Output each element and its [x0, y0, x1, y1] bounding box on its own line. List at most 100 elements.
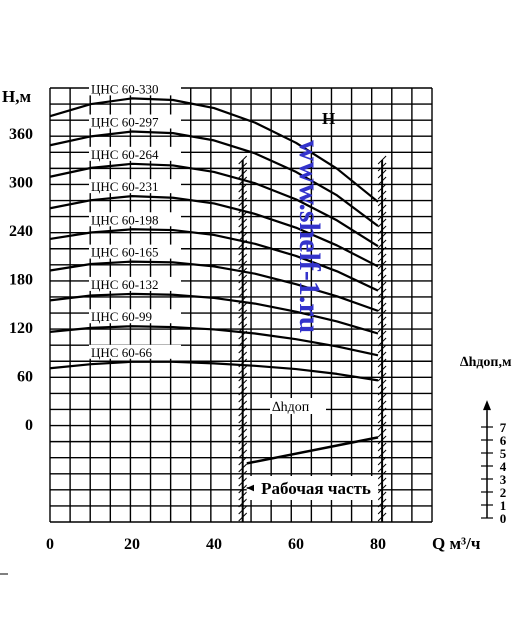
- working-zone-text-bg: [254, 478, 378, 498]
- curve-label: ЦНС 60-264: [91, 147, 159, 162]
- hatch-mark: [377, 246, 387, 256]
- curve-label-bg: [89, 114, 181, 129]
- head-curve-ЦНС-60-165: [49, 260, 379, 312]
- hatch-mark: [377, 442, 387, 452]
- head-curve-ЦНС-60-264: [49, 162, 379, 248]
- hatch-mark: [377, 400, 387, 410]
- hatch-mark: [377, 190, 387, 200]
- npsh-tick-label: 6: [500, 433, 507, 448]
- hatch-mark: [377, 204, 387, 214]
- hatch-mark: [377, 197, 387, 207]
- hatch-mark: [238, 169, 248, 179]
- hatch-mark: [238, 456, 248, 466]
- curve-label-bg: [89, 179, 181, 194]
- hatch-mark: [377, 162, 387, 172]
- hatch-mark: [238, 253, 248, 263]
- hatch-mark: [377, 470, 387, 480]
- hatch-mark: [377, 176, 387, 186]
- hatch-mark: [238, 365, 248, 375]
- curve-label-bg: [89, 344, 181, 359]
- hatch-mark: [238, 393, 248, 403]
- hatch-mark: [238, 435, 248, 445]
- npsh-label-bg: [270, 398, 326, 414]
- hatch-mark: [238, 225, 248, 235]
- head-curve-ЦНС-60-198: [49, 228, 379, 292]
- x-tick-label: 80: [370, 536, 386, 553]
- head-curve-ЦНС-60-66: [49, 360, 379, 382]
- curve-label: ЦНС 60-66: [91, 345, 153, 360]
- npsh-tick-label: 2: [500, 485, 507, 500]
- hatch-mark: [238, 477, 248, 487]
- hatch-mark: [238, 400, 248, 410]
- hatch-mark: [377, 393, 387, 403]
- curve-label-bg: [89, 146, 181, 161]
- curve-labels: ЦНС 60-330 ЦНС 60-297 ЦНС 60-264 ЦНС 60-231…: [89, 81, 326, 415]
- hatch-mark: [238, 344, 248, 354]
- hatch-mark: [238, 491, 248, 501]
- hatch-mark: [238, 176, 248, 186]
- hatch-mark: [377, 428, 387, 438]
- hatch-mark: [238, 442, 248, 452]
- hatch-mark: [238, 218, 248, 228]
- hatch-mark: [377, 155, 387, 165]
- hatch-mark: [238, 197, 248, 207]
- hatch-mark: [238, 211, 248, 221]
- curve-label-bg: [89, 276, 181, 291]
- npsh-tick-label: 3: [500, 472, 507, 487]
- npsh-curve-label: ∆hдоп: [272, 400, 310, 415]
- x-tick-label: 60: [288, 536, 304, 553]
- hatch-mark: [377, 316, 387, 326]
- curve-label-bg: [89, 244, 181, 259]
- hatch-mark: [377, 407, 387, 417]
- npsh-axis-title: ∆hдоп,м: [460, 355, 512, 370]
- curve-label-bg: [89, 309, 181, 324]
- hatch-mark: [377, 309, 387, 319]
- head-curves: [49, 97, 379, 465]
- hatch-mark: [238, 281, 248, 291]
- hatch-mark: [238, 274, 248, 284]
- hatch-mark: [377, 260, 387, 270]
- curve-label: ЦНС 60-231: [91, 179, 159, 194]
- hatch-mark: [377, 386, 387, 396]
- hatch-mark: [377, 484, 387, 494]
- hatch-mark: [377, 288, 387, 298]
- hatch-mark: [238, 386, 248, 396]
- hatch-mark: [238, 183, 248, 193]
- curve-label: ЦНС 60-297: [91, 115, 159, 130]
- hatch-mark: [377, 344, 387, 354]
- hatch-mark: [238, 260, 248, 270]
- hatch-mark: [377, 449, 387, 459]
- hatch-mark: [238, 512, 248, 522]
- y-axis-title: H,м: [2, 87, 31, 106]
- hatch-mark: [377, 477, 387, 487]
- hatch-mark: [238, 484, 248, 494]
- hatch-mark: [238, 246, 248, 256]
- hatch-mark: [377, 225, 387, 235]
- hatch-mark: [377, 505, 387, 515]
- hatch-mark: [238, 414, 248, 424]
- x-tick-label: 0: [46, 536, 54, 553]
- arrow-head-left: [246, 484, 256, 492]
- hatch-mark: [238, 428, 248, 438]
- hatch-mark: [238, 295, 248, 305]
- hatch-mark: [377, 211, 387, 221]
- npsh-tick-label: 5: [500, 446, 507, 461]
- npsh-tick-label: 1: [500, 498, 507, 513]
- hatch-mark: [377, 239, 387, 249]
- hatch-mark: [238, 190, 248, 200]
- panel-label: H: [322, 109, 335, 128]
- npsh-tick-label: 4: [500, 459, 507, 474]
- working-zone-label: Рабочая часть: [261, 479, 371, 498]
- working-zone: Рабочая часть: [238, 155, 387, 522]
- x-axis-title: Q м³/ч: [432, 534, 481, 553]
- hatch-mark: [377, 267, 387, 277]
- curve-label: ЦНС 60-198: [91, 212, 159, 227]
- hatch-mark: [377, 435, 387, 445]
- head-curve-ЦНС-60-231: [49, 195, 379, 268]
- hatch-mark: [377, 295, 387, 305]
- hatch-mark: [238, 351, 248, 361]
- curve-label: ЦНС 60-99: [91, 309, 152, 324]
- hatch-mark: [238, 162, 248, 172]
- hatch-mark: [377, 330, 387, 340]
